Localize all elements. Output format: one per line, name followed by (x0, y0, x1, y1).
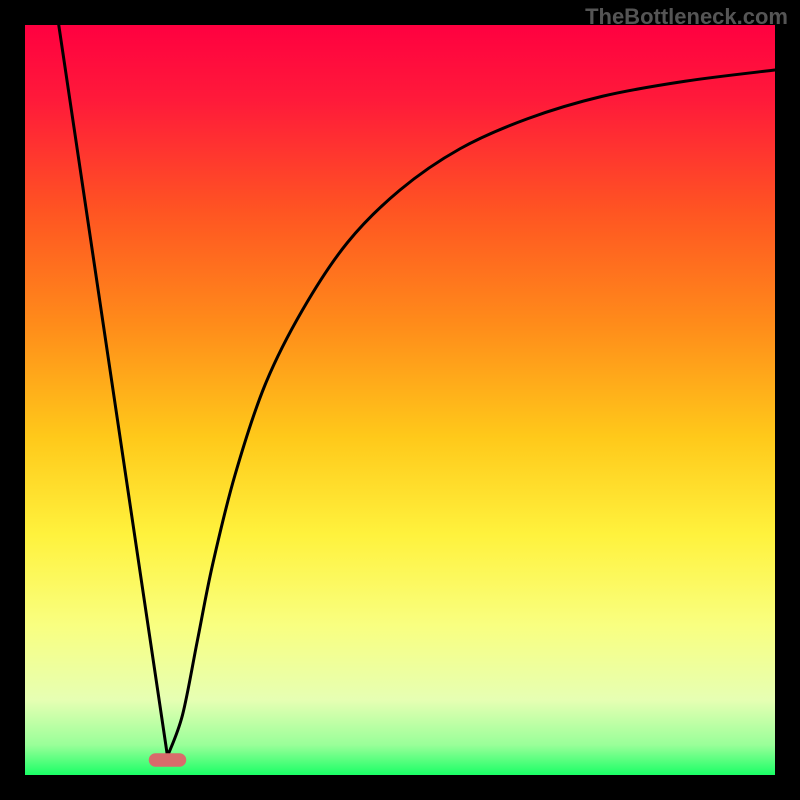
watermark: TheBottleneck.com (585, 4, 788, 30)
gradient-background (25, 25, 775, 775)
plot-area (25, 25, 775, 775)
chart-svg (25, 25, 775, 775)
chart-root: TheBottleneck.com (0, 0, 800, 800)
valley-marker (149, 753, 187, 767)
